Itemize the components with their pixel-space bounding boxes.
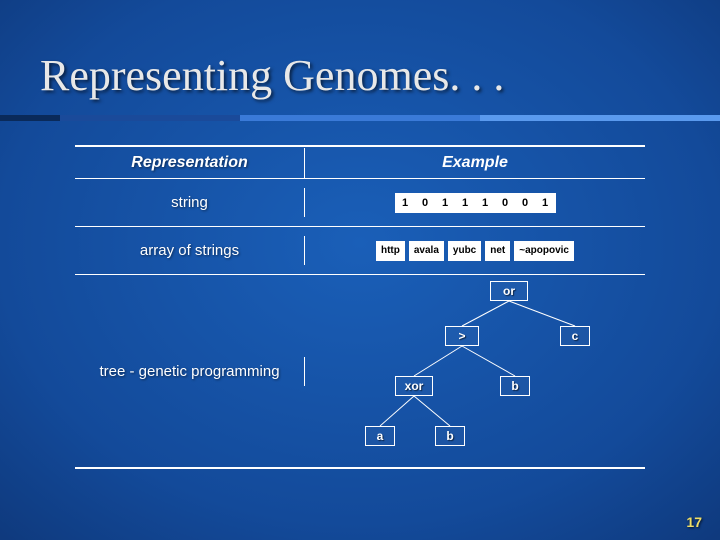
row-array-example: httpavalayubcnet~apopovic: [305, 235, 645, 267]
bit-cell: 1: [435, 193, 456, 213]
row-tree-label: tree - genetic programming: [75, 357, 305, 386]
tree-node-gt: >: [445, 326, 479, 346]
tree-node-b1: b: [500, 376, 530, 396]
row-array-label: array of strings: [75, 236, 305, 265]
bit-cell: 1: [395, 193, 416, 213]
tree-diagram: or > c xor b a b: [330, 281, 620, 461]
bit-cell: 0: [415, 193, 436, 213]
row-tree-example: or > c xor b a b: [305, 275, 645, 467]
tree-node-or: or: [490, 281, 528, 301]
token-cell: http: [376, 241, 405, 261]
tree-node-b2: b: [435, 426, 465, 446]
token-cell: net: [485, 241, 510, 261]
tree-node-a: a: [365, 426, 395, 446]
row-tree: tree - genetic programming or > c xor b a b: [75, 275, 645, 467]
row-array: array of strings httpavalayubcnet~apopov…: [75, 227, 645, 275]
token-cell: ~apopovic: [514, 241, 574, 261]
bit-cell: 0: [495, 193, 516, 213]
header-example: Example: [305, 148, 645, 178]
row-string-example: 10111001: [305, 187, 645, 219]
bit-cell: 1: [455, 193, 476, 213]
bit-cell: 0: [515, 193, 536, 213]
token-sequence: httpavalayubcnet~apopovic: [376, 241, 574, 261]
page-number: 17: [686, 514, 702, 530]
row-string: string 10111001: [75, 179, 645, 227]
row-string-label: string: [75, 188, 305, 217]
representation-table: Representation Example string 10111001 a…: [75, 145, 645, 469]
header-representation: Representation: [75, 148, 305, 178]
slide-title: Representing Genomes. . .: [40, 50, 504, 101]
tree-node-xor: xor: [395, 376, 433, 396]
bit-cell: 1: [535, 193, 556, 213]
title-divider: [0, 115, 720, 121]
bit-sequence: 10111001: [395, 193, 556, 213]
tree-node-c: c: [560, 326, 590, 346]
table-header-row: Representation Example: [75, 147, 645, 179]
bit-cell: 1: [475, 193, 496, 213]
token-cell: yubc: [448, 241, 481, 261]
token-cell: avala: [409, 241, 444, 261]
